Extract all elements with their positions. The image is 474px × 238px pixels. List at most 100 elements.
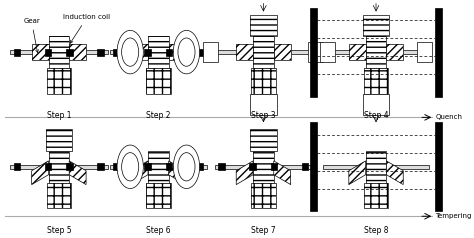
Text: Step 7: Step 7 bbox=[251, 226, 276, 235]
Bar bbox=[169, 44, 185, 60]
Bar bbox=[349, 44, 366, 60]
Bar bbox=[215, 50, 312, 54]
Bar bbox=[48, 151, 69, 183]
Bar bbox=[364, 183, 388, 208]
Bar bbox=[48, 36, 69, 68]
Text: Induction coil: Induction coil bbox=[64, 15, 110, 43]
Bar bbox=[363, 15, 389, 36]
Bar bbox=[45, 49, 51, 55]
Bar bbox=[46, 183, 71, 208]
Polygon shape bbox=[32, 161, 48, 185]
Polygon shape bbox=[349, 161, 366, 185]
Bar bbox=[10, 50, 108, 54]
Text: Step 1: Step 1 bbox=[46, 111, 71, 120]
Bar bbox=[14, 163, 20, 170]
Bar bbox=[166, 163, 173, 170]
Bar bbox=[236, 44, 253, 60]
Ellipse shape bbox=[117, 145, 143, 188]
Ellipse shape bbox=[173, 145, 200, 188]
Bar bbox=[69, 44, 86, 60]
Bar bbox=[169, 44, 185, 60]
Bar bbox=[148, 36, 169, 68]
Bar bbox=[48, 36, 69, 68]
Bar bbox=[97, 163, 104, 170]
Bar bbox=[250, 129, 276, 151]
Bar bbox=[251, 68, 275, 94]
Bar bbox=[146, 183, 171, 208]
Bar bbox=[364, 68, 388, 94]
Bar bbox=[274, 44, 291, 60]
Bar bbox=[386, 44, 403, 60]
Text: Step 3: Step 3 bbox=[251, 111, 276, 120]
Bar bbox=[10, 165, 108, 169]
Bar bbox=[148, 151, 169, 183]
Bar bbox=[366, 151, 386, 183]
Bar bbox=[253, 151, 274, 183]
Bar bbox=[323, 50, 428, 54]
Bar bbox=[46, 183, 71, 208]
Bar bbox=[46, 68, 71, 94]
Text: Step 6: Step 6 bbox=[146, 226, 171, 235]
Bar bbox=[144, 49, 151, 55]
Bar bbox=[251, 183, 275, 208]
Ellipse shape bbox=[117, 30, 143, 74]
Bar bbox=[366, 36, 386, 68]
Bar bbox=[435, 122, 442, 211]
Bar bbox=[14, 49, 20, 55]
Text: Gear: Gear bbox=[23, 18, 40, 53]
Bar bbox=[271, 163, 277, 170]
Text: Step 8: Step 8 bbox=[364, 226, 388, 235]
Bar bbox=[253, 36, 274, 68]
Bar bbox=[203, 42, 219, 62]
Bar bbox=[363, 15, 389, 36]
Bar bbox=[109, 165, 207, 169]
Bar bbox=[386, 44, 403, 60]
Bar bbox=[251, 68, 275, 94]
Text: Tempering: Tempering bbox=[435, 213, 472, 219]
Bar bbox=[46, 129, 72, 151]
Bar bbox=[249, 163, 256, 170]
Polygon shape bbox=[169, 161, 185, 185]
Bar bbox=[197, 163, 203, 170]
Bar bbox=[146, 183, 171, 208]
Bar bbox=[323, 165, 428, 169]
Bar bbox=[219, 163, 225, 170]
Text: Quench: Quench bbox=[435, 114, 462, 120]
Bar bbox=[32, 44, 48, 60]
Bar bbox=[364, 183, 388, 208]
Bar bbox=[46, 68, 71, 94]
Bar bbox=[363, 94, 389, 115]
Bar bbox=[309, 42, 323, 62]
Bar bbox=[364, 68, 388, 94]
Polygon shape bbox=[69, 161, 86, 185]
Bar bbox=[148, 151, 169, 183]
Bar bbox=[113, 49, 120, 55]
Ellipse shape bbox=[178, 153, 195, 181]
Bar bbox=[48, 151, 69, 183]
Ellipse shape bbox=[122, 153, 139, 181]
Bar bbox=[166, 49, 173, 55]
Bar bbox=[366, 151, 386, 183]
Ellipse shape bbox=[173, 30, 200, 74]
Bar bbox=[366, 36, 386, 68]
Text: Step 2: Step 2 bbox=[146, 111, 171, 120]
Polygon shape bbox=[236, 161, 253, 185]
Bar bbox=[144, 163, 151, 170]
Bar bbox=[250, 15, 276, 36]
Text: Step 5: Step 5 bbox=[46, 226, 71, 235]
Bar bbox=[66, 49, 73, 55]
Bar bbox=[274, 44, 291, 60]
Bar bbox=[46, 129, 72, 151]
Bar bbox=[310, 122, 317, 211]
Bar bbox=[148, 36, 169, 68]
Bar bbox=[302, 163, 309, 170]
Bar bbox=[66, 163, 73, 170]
Polygon shape bbox=[274, 161, 291, 185]
Bar bbox=[435, 8, 442, 97]
Bar bbox=[253, 151, 274, 183]
Bar bbox=[236, 44, 253, 60]
Bar bbox=[109, 50, 207, 54]
Bar bbox=[32, 44, 48, 60]
Bar bbox=[146, 68, 171, 94]
Bar bbox=[253, 36, 274, 68]
